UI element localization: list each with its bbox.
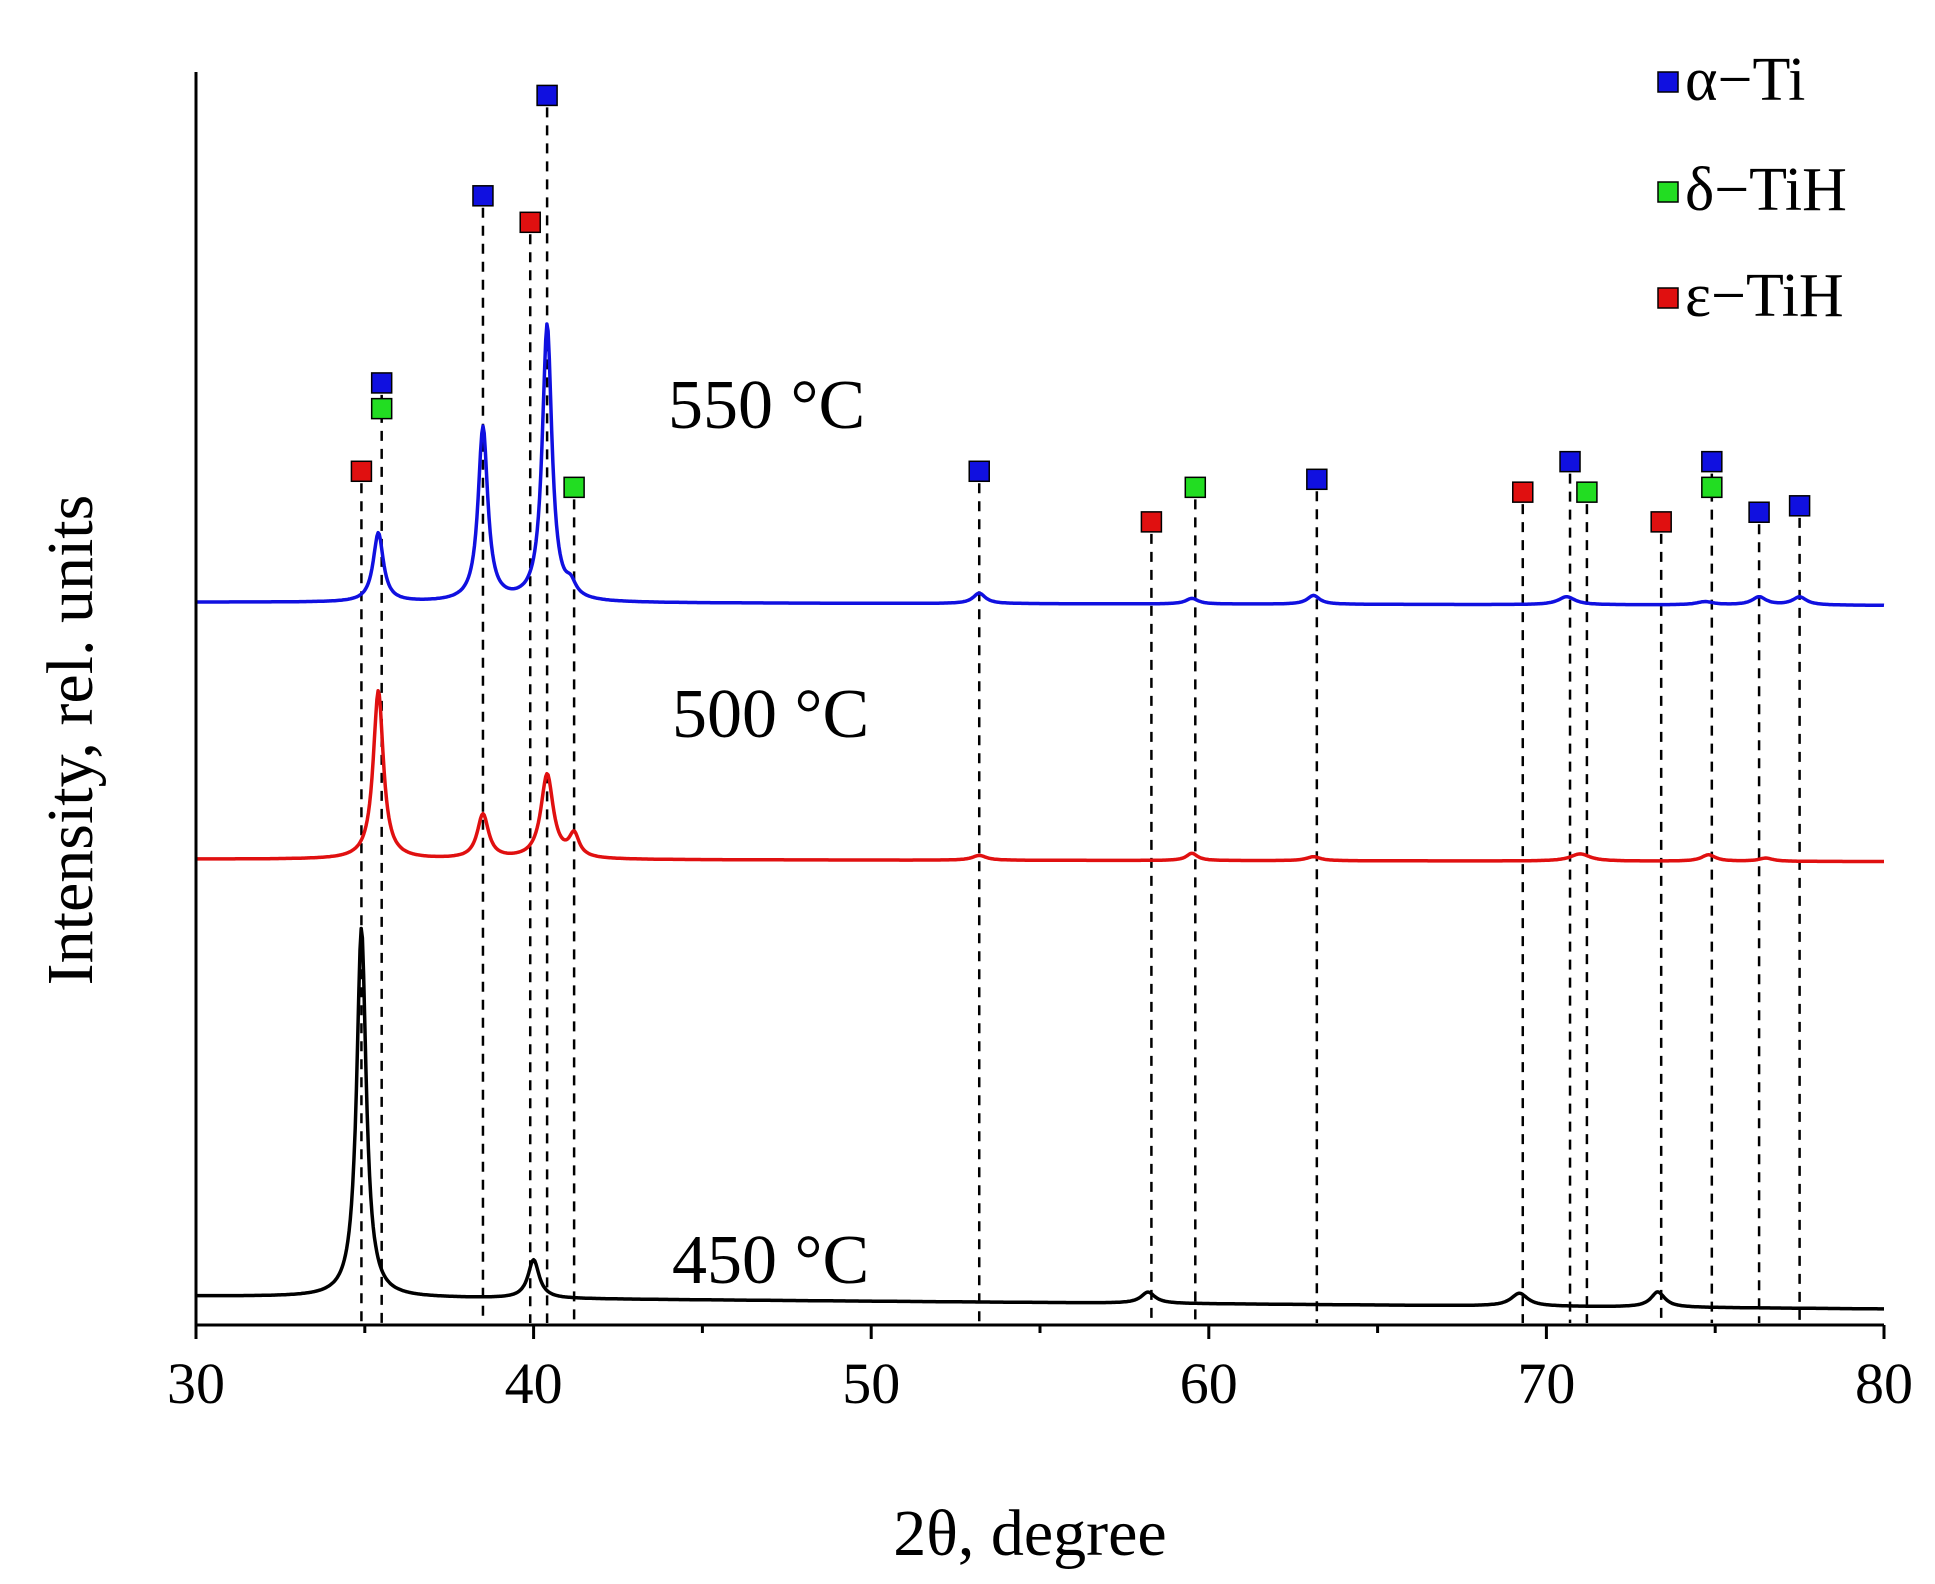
- series-line-550: [195, 322, 1885, 608]
- legend-label-alpha-ti: α−Ti: [1685, 46, 1805, 114]
- phase-marker: [350, 460, 373, 483]
- phase-marker: [1140, 511, 1163, 533]
- legend: α−Ti δ−TiH ε−TiH: [1657, 46, 1847, 330]
- series-label-500: 500 °C: [672, 676, 869, 753]
- phase-marker: [370, 397, 393, 420]
- phase-marker: [1512, 481, 1534, 503]
- phase-marker: [1184, 476, 1207, 499]
- phase-marker: [472, 185, 494, 207]
- phase-marker: [1701, 476, 1723, 499]
- series-line-450: [195, 926, 1885, 1311]
- legend-label-delta-tih: δ−TiH: [1685, 156, 1847, 224]
- x-axis-ticks: 30 40 50 60 70 80: [167, 1325, 1913, 1416]
- reference-lines: [360, 107, 1801, 1323]
- axes: [194, 72, 1884, 1327]
- legend-label-epsilon-tih: ε−TiH: [1685, 262, 1844, 330]
- x-tick-label: 80: [1855, 1351, 1913, 1416]
- x-axis-title: 2θ, degree: [893, 1497, 1166, 1570]
- diffraction-curves: [195, 322, 1885, 1311]
- phase-marker: [968, 460, 990, 483]
- phase-marker: [519, 211, 541, 234]
- phase-marker: [1748, 501, 1770, 523]
- phase-marker: [1306, 468, 1328, 491]
- series-label-550: 550 °C: [668, 367, 865, 444]
- legend-swatch-alpha-ti: [1657, 71, 1679, 93]
- x-tick-label: 70: [1517, 1351, 1575, 1416]
- phase-markers: [350, 84, 1811, 533]
- x-tick-label: 30: [167, 1351, 225, 1416]
- x-tick-label: 50: [842, 1351, 900, 1416]
- y-axis-title: Intensity, rel. units: [34, 495, 107, 986]
- phase-marker: [1701, 450, 1723, 473]
- phase-marker: [536, 84, 558, 107]
- series-label-450: 450 °C: [672, 1222, 869, 1299]
- series-line-500: [195, 688, 1885, 864]
- phase-marker: [1788, 495, 1811, 517]
- legend-swatch-epsilon-tih: [1657, 287, 1679, 309]
- phase-marker: [563, 476, 585, 499]
- phase-marker: [1559, 450, 1581, 473]
- legend-swatch-delta-tih: [1657, 181, 1679, 203]
- x-tick-label: 40: [505, 1351, 563, 1416]
- phase-marker: [370, 372, 393, 394]
- phase-marker: [1576, 481, 1598, 503]
- phase-marker: [1650, 511, 1672, 533]
- x-tick-label: 60: [1180, 1351, 1238, 1416]
